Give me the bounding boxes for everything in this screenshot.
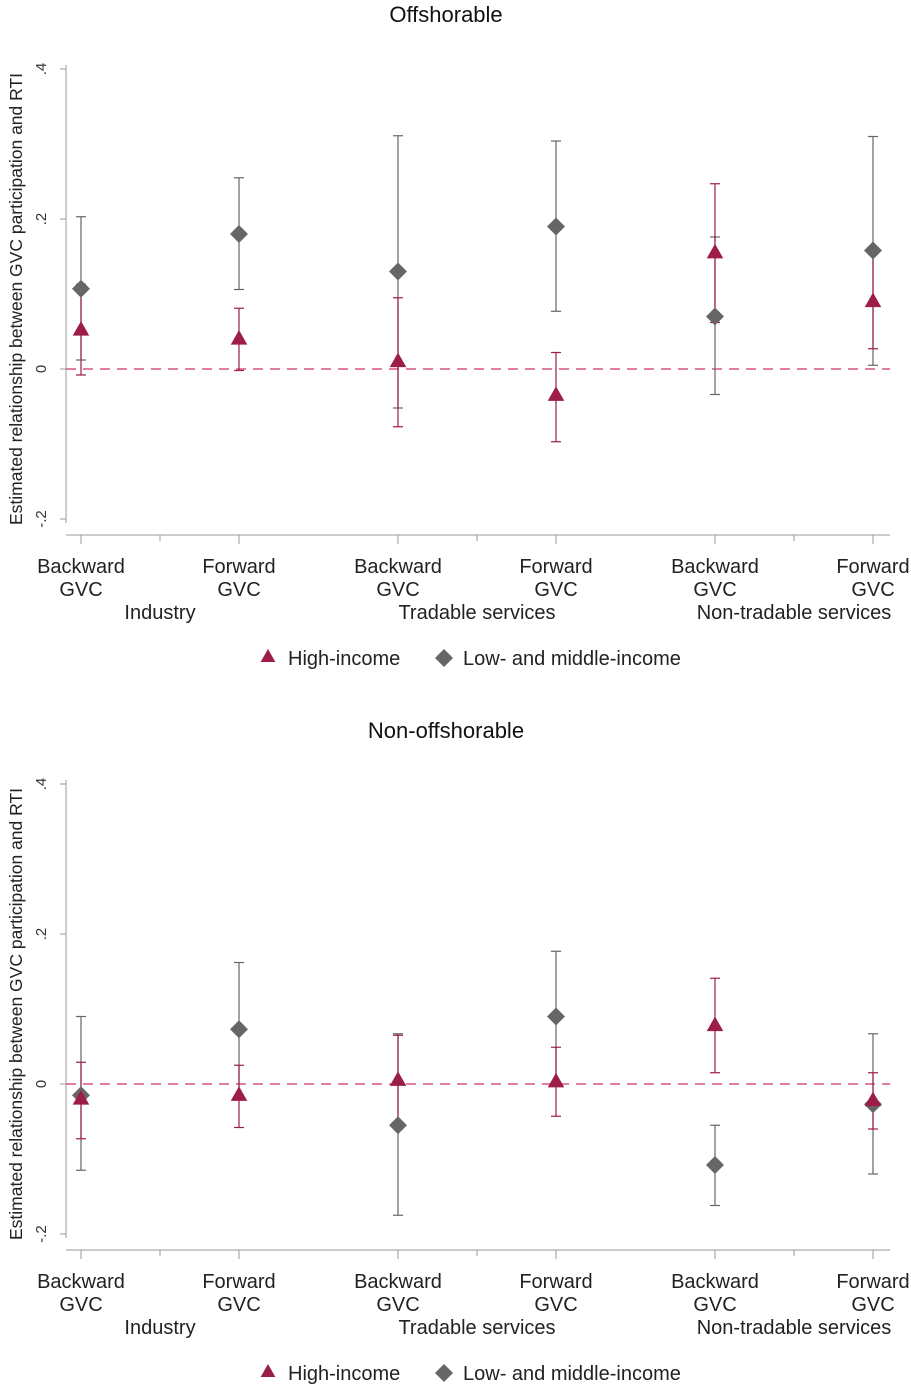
y-tick-label: .4 xyxy=(33,63,50,76)
low-middle-income-point xyxy=(72,280,90,298)
y-tick-label: -.2 xyxy=(33,1225,50,1243)
high-income-point xyxy=(390,1071,407,1086)
legend-label: Low- and middle-income xyxy=(463,648,681,670)
y-tick-label: 0 xyxy=(33,1080,50,1088)
legend-label: High-income xyxy=(288,648,400,670)
x-group-label: Non-tradable services xyxy=(697,602,892,624)
high-income-point xyxy=(548,1073,565,1088)
y-tick-label: .2 xyxy=(33,928,50,941)
x-group-label: Tradable services xyxy=(398,602,555,624)
x-tick-label: Forward GVC xyxy=(202,556,275,601)
y-tick-label: 0 xyxy=(33,365,50,373)
x-group-label: Non-tradable services xyxy=(697,1317,892,1339)
x-tick-label: Backward GVC xyxy=(37,1271,125,1316)
y-tick-label: .2 xyxy=(33,213,50,226)
y-tick-label: -.2 xyxy=(33,510,50,528)
y-tick-label: .4 xyxy=(33,778,50,791)
x-group-label: Tradable services xyxy=(398,1317,555,1339)
x-group-label: Industry xyxy=(124,602,195,624)
legend-label: Low- and middle-income xyxy=(463,1363,681,1385)
high-income-point xyxy=(865,293,882,308)
low-middle-income-point xyxy=(547,1008,565,1026)
low-middle-income-point xyxy=(706,1156,724,1174)
x-tick-label: Backward GVC xyxy=(671,1271,759,1316)
high-income-point xyxy=(865,1092,882,1107)
low-middle-income-point xyxy=(389,1116,407,1134)
x-tick-label: Forward GVC xyxy=(519,1271,592,1316)
x-tick-label: Forward GVC xyxy=(836,1271,909,1316)
x-tick-label: Backward GVC xyxy=(37,556,125,601)
low-middle-income-point xyxy=(230,225,248,243)
x-tick-label: Forward GVC xyxy=(202,1271,275,1316)
low-middle-income-point xyxy=(547,218,565,236)
low-middle-income-point xyxy=(230,1020,248,1038)
x-tick-label: Backward GVC xyxy=(354,556,442,601)
x-tick-label: Forward GVC xyxy=(836,556,909,601)
high-income-point xyxy=(73,321,90,336)
diamond-marker-icon xyxy=(435,649,453,667)
y-axis-label: Estimated relationship between GVC parti… xyxy=(6,73,26,525)
x-group-label: Industry xyxy=(124,1317,195,1339)
diamond-marker-icon xyxy=(435,1364,453,1382)
high-income-point xyxy=(390,353,407,368)
low-middle-income-point xyxy=(706,308,724,326)
high-income-point xyxy=(231,330,248,345)
x-tick-label: Forward GVC xyxy=(519,556,592,601)
triangle-marker-icon xyxy=(261,1364,276,1377)
high-income-point xyxy=(231,1086,248,1101)
chart-panel-2: Non-offshorable -.2 0 .2 .4 Estimated relatio… xyxy=(6,718,910,1385)
high-income-point xyxy=(707,1017,724,1032)
x-tick-label: Backward GVC xyxy=(354,1271,442,1316)
x-tick-label: Backward GVC xyxy=(671,556,759,601)
legend: High-income Low- and middle-income xyxy=(261,1363,681,1385)
legend-label: High-income xyxy=(288,1363,400,1385)
high-income-point xyxy=(548,386,565,401)
chart-title: Non-offshorable xyxy=(368,718,524,743)
low-middle-income-point xyxy=(389,263,407,281)
legend: High-income Low- and middle-income xyxy=(261,648,681,670)
chart-panel-1: Offshorable -.2 0 .2 .4 Estimated relationshi… xyxy=(6,2,910,670)
y-axis-label: Estimated relationship between GVC parti… xyxy=(6,788,26,1240)
chart-title: Offshorable xyxy=(389,2,502,27)
low-middle-income-point xyxy=(864,242,882,260)
triangle-marker-icon xyxy=(261,649,276,662)
high-income-point xyxy=(707,244,724,259)
